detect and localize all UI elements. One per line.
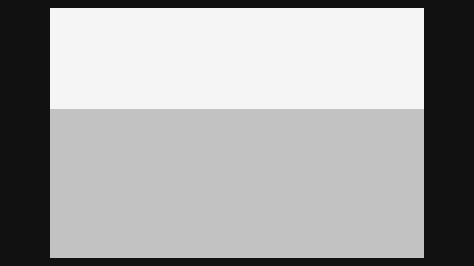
Text: flat bone: flat bone: [354, 244, 381, 249]
Polygon shape: [351, 160, 401, 176]
Text: + long bone: + long bone: [84, 244, 120, 249]
Text: Types of Bones: Types of Bones: [64, 11, 158, 24]
Ellipse shape: [266, 149, 295, 160]
Ellipse shape: [179, 158, 210, 169]
Polygon shape: [254, 149, 307, 237]
Ellipse shape: [97, 234, 107, 240]
Text: short bone: short bone: [172, 244, 203, 249]
Ellipse shape: [86, 234, 97, 240]
Text: Flat bones
protect soft
organs and
are curved: Flat bones protect soft organs and are c…: [346, 72, 386, 101]
Polygon shape: [92, 106, 105, 231]
Text: Short bones
are equal in
width and
length and
clued across
one another: Short bones are equal in width and lengt…: [171, 72, 214, 117]
Ellipse shape: [86, 227, 106, 238]
Text: irregular bone: irregular bone: [252, 244, 293, 249]
Text: Irregular bones
are typically
neither flat nor
long: Irregular bones are typically neither fl…: [251, 72, 304, 101]
Ellipse shape: [90, 102, 108, 111]
Polygon shape: [170, 160, 216, 238]
Ellipse shape: [365, 182, 384, 206]
Ellipse shape: [180, 182, 199, 201]
Polygon shape: [346, 149, 401, 235]
Text: Long bones
are longer
than they
are wide and
the muscles
act on them
as rigid
le: Long bones are longer than they are wide…: [57, 32, 102, 92]
Ellipse shape: [270, 202, 288, 213]
